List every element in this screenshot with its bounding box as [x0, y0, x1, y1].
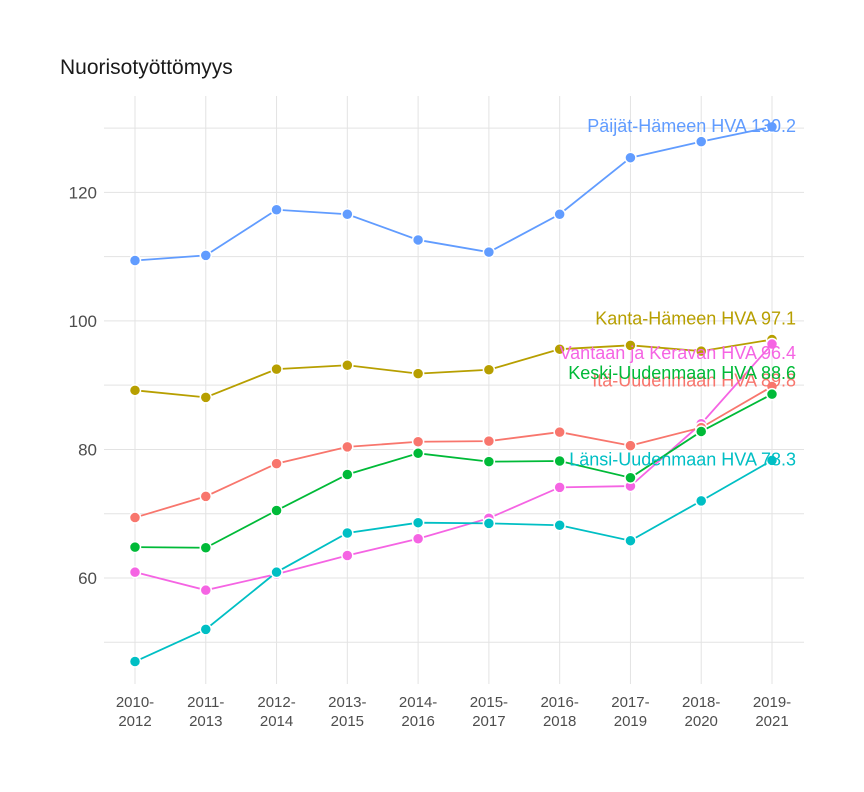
data-point [553, 481, 566, 494]
data-point [341, 207, 354, 221]
data-point [128, 565, 142, 579]
chart-title: Nuorisotyöttömyys [60, 56, 233, 79]
x-tick-label: 2017-2019 [611, 694, 649, 730]
x-tick-label: 2015-2017 [470, 694, 508, 730]
x-tick-label: 2016-2018 [540, 694, 578, 730]
x-tick-label: 2013-2015 [328, 694, 366, 730]
series-end-label: Keski-Uudenmaan HVA 88.6 [568, 363, 796, 383]
data-point [482, 455, 496, 468]
data-point [270, 565, 283, 579]
data-point [128, 384, 142, 397]
x-tick-label: 2019-2021 [753, 694, 791, 730]
series-end-label: Vantaan ja Keravan HVA 96.4 [560, 343, 797, 363]
y-tick-label: 120 [69, 183, 97, 202]
x-tick-label: 2014-2016 [399, 694, 437, 730]
data-point [765, 454, 779, 467]
data-point [128, 655, 142, 668]
data-point [128, 511, 142, 524]
data-point [341, 468, 354, 481]
data-point [553, 454, 566, 468]
data-point [199, 249, 213, 262]
data-point [270, 203, 283, 216]
data-point [411, 447, 425, 460]
data-point [482, 363, 496, 377]
data-point [270, 504, 283, 517]
data-point [624, 471, 637, 484]
series-end-label: Itä-Uudenmaan HVA 89.8 [592, 370, 796, 390]
y-tick-label: 100 [69, 312, 97, 331]
data-point [765, 387, 779, 401]
data-point [341, 440, 354, 454]
data-point [694, 425, 708, 438]
series-group [128, 120, 779, 668]
data-point [694, 344, 708, 358]
series-line [134, 338, 773, 399]
series-end-label: Päijät-Hämeen HVA 130.2 [587, 116, 796, 136]
x-tick-label: 2010-2012 [116, 694, 154, 730]
data-point [553, 207, 566, 221]
series-line [134, 385, 773, 519]
data-point [341, 549, 354, 562]
x-tick-label: 2011-2013 [187, 694, 224, 730]
data-point [553, 519, 566, 532]
data-point [128, 540, 142, 554]
data-point [411, 233, 425, 247]
data-point [199, 541, 213, 555]
data-point [411, 367, 425, 380]
data-point [411, 435, 425, 448]
data-point [199, 583, 213, 597]
data-point [624, 151, 637, 164]
x-tick-label: 2012-2014 [257, 694, 295, 730]
data-point [270, 457, 283, 470]
x-tick-label: 2018-2020 [682, 694, 720, 730]
x-axis-ticks: 2010-2012 2011-2013 2012-2014 2013-2015 2014… [116, 694, 791, 730]
data-point [553, 342, 566, 356]
data-point [128, 254, 142, 267]
data-point [199, 623, 213, 636]
data-point [624, 534, 637, 547]
series-end-label: Länsi-Uudenmaan HVA 78.3 [569, 449, 796, 469]
y-tick-label: 60 [78, 569, 97, 588]
data-point [199, 490, 213, 503]
data-point [199, 391, 213, 404]
y-tick-label: 80 [78, 440, 97, 459]
series-end-label: Kanta-Hämeen HVA 97.1 [595, 309, 796, 329]
data-point [482, 245, 496, 259]
data-point [765, 120, 779, 134]
data-point [411, 516, 425, 529]
data-point [553, 425, 566, 439]
series-line [134, 125, 773, 262]
data-point [270, 362, 283, 376]
series-line [134, 459, 773, 663]
data-point [694, 135, 708, 148]
series-line [134, 393, 773, 549]
y-axis-ticks: 60 80 100 120 [69, 183, 97, 588]
data-point [765, 337, 779, 351]
data-point [411, 532, 425, 546]
data-point [341, 359, 354, 372]
data-point [624, 339, 637, 352]
data-point [694, 494, 708, 508]
data-point [624, 439, 637, 452]
series-labels: Päijät-Hämeen HVA 130.2 Kanta-Hämeen HVA … [560, 116, 797, 470]
data-point [482, 517, 496, 530]
data-point [482, 434, 496, 448]
data-point [341, 526, 354, 540]
